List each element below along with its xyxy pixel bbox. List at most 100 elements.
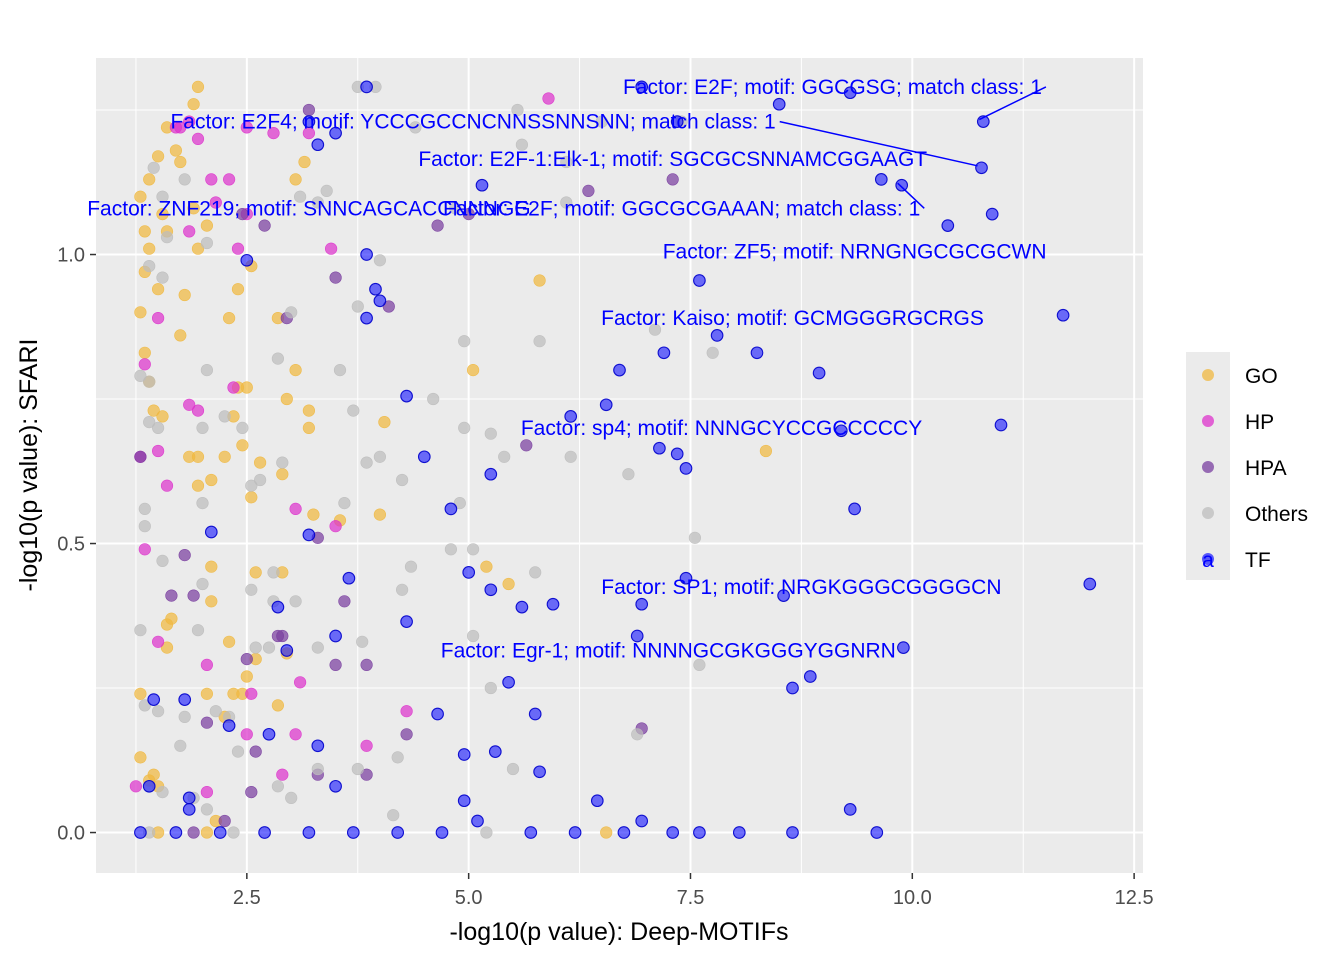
point-go: [138, 346, 151, 359]
point-hp: [152, 635, 165, 648]
point-others: [351, 762, 364, 776]
point-others: [515, 138, 529, 151]
point-hpa: [187, 826, 200, 839]
point-others: [196, 497, 209, 510]
point-hp: [276, 768, 289, 781]
point-others: [391, 751, 404, 764]
point-tf: [994, 418, 1008, 432]
point-tf: [258, 826, 271, 839]
point-others: [138, 699, 151, 712]
point-others: [196, 421, 209, 435]
point-others: [560, 155, 573, 169]
point-tf: [311, 138, 325, 152]
point-tf: [874, 173, 888, 186]
point-tf: [169, 826, 183, 839]
annotation-label: Factor: ZF5; motif: NRNGNGCGCGCWN: [663, 241, 1047, 264]
legend-key-tf: [1202, 553, 1214, 565]
point-tf: [262, 727, 276, 741]
point-hpa: [520, 439, 533, 452]
point-others: [320, 184, 333, 197]
point-tf: [400, 615, 413, 628]
point-others: [138, 502, 151, 516]
point-tf: [204, 525, 218, 539]
point-hp: [267, 127, 280, 140]
point-tf: [222, 719, 236, 732]
point-hp: [329, 520, 342, 533]
point-others: [338, 497, 351, 510]
annotation-leader-line: [897, 182, 925, 209]
legend-label-go: GO: [1245, 365, 1278, 388]
point-tf: [975, 161, 988, 175]
point-tf: [271, 600, 285, 614]
point-hpa: [236, 208, 249, 221]
point-go: [143, 242, 156, 255]
point-others: [311, 762, 324, 776]
point-tf: [895, 178, 909, 192]
point-tf: [617, 826, 631, 839]
point-hp: [294, 676, 307, 689]
annotation-label: Factor: Egr-1; motif: NNNNGCGKGGGYGGNRN: [441, 639, 896, 662]
point-tf: [515, 600, 529, 614]
point-tf: [848, 502, 861, 516]
point-tf: [772, 97, 786, 111]
point-others: [688, 531, 702, 544]
point-others: [152, 705, 165, 718]
point-tf: [786, 681, 799, 695]
point-others: [511, 103, 524, 117]
point-go: [502, 577, 515, 591]
point-tf: [533, 765, 546, 779]
x-tick-label: 2.5: [233, 887, 261, 909]
point-hpa: [134, 450, 147, 463]
point-tf: [941, 219, 955, 232]
point-others: [356, 635, 369, 648]
point-others: [191, 624, 205, 637]
y-axis-title: -log10(p value): SFARI: [15, 339, 43, 592]
point-others: [467, 543, 480, 556]
point-others: [200, 803, 213, 816]
point-hp: [174, 121, 187, 134]
x-tick-label: 12.5: [1115, 887, 1154, 909]
point-go: [298, 155, 311, 169]
point-tf: [599, 398, 613, 412]
point-others: [648, 323, 662, 336]
legend-key-text-symbol: a: [1202, 549, 1214, 572]
point-hpa: [258, 219, 271, 232]
point-hp: [325, 242, 338, 255]
point-others: [396, 583, 409, 596]
point-hp: [152, 312, 165, 325]
point-hpa: [338, 595, 351, 608]
point-others: [156, 785, 169, 799]
point-others: [143, 375, 156, 388]
point-go: [205, 560, 218, 573]
point-hp: [542, 92, 555, 105]
point-others: [498, 450, 511, 463]
point-go: [134, 687, 147, 700]
point-go: [245, 491, 258, 504]
point-tf: [843, 86, 857, 100]
point-others: [480, 826, 493, 839]
point-hpa: [360, 658, 373, 672]
point-tf: [666, 826, 680, 839]
point-hpa: [218, 814, 231, 828]
point-go: [191, 450, 205, 463]
point-tf: [417, 450, 431, 464]
point-others: [529, 566, 542, 579]
point-go: [138, 225, 151, 238]
point-tf: [444, 502, 458, 516]
point-others: [227, 826, 240, 839]
point-go: [156, 410, 169, 423]
point-hpa: [400, 728, 413, 741]
point-others: [218, 410, 231, 423]
point-go: [169, 144, 182, 157]
point-go: [223, 312, 236, 325]
point-tf: [369, 282, 382, 296]
point-hp: [200, 658, 213, 672]
point-tf: [843, 803, 857, 816]
annotation-label: Factor: Kaiso; motif: GCMGGGRGCRGS: [601, 307, 984, 330]
point-hpa: [582, 184, 595, 197]
point-tf: [613, 363, 626, 377]
point-hp: [183, 115, 196, 128]
point-others: [156, 554, 169, 568]
point-tf: [834, 424, 848, 438]
point-go: [156, 208, 169, 221]
